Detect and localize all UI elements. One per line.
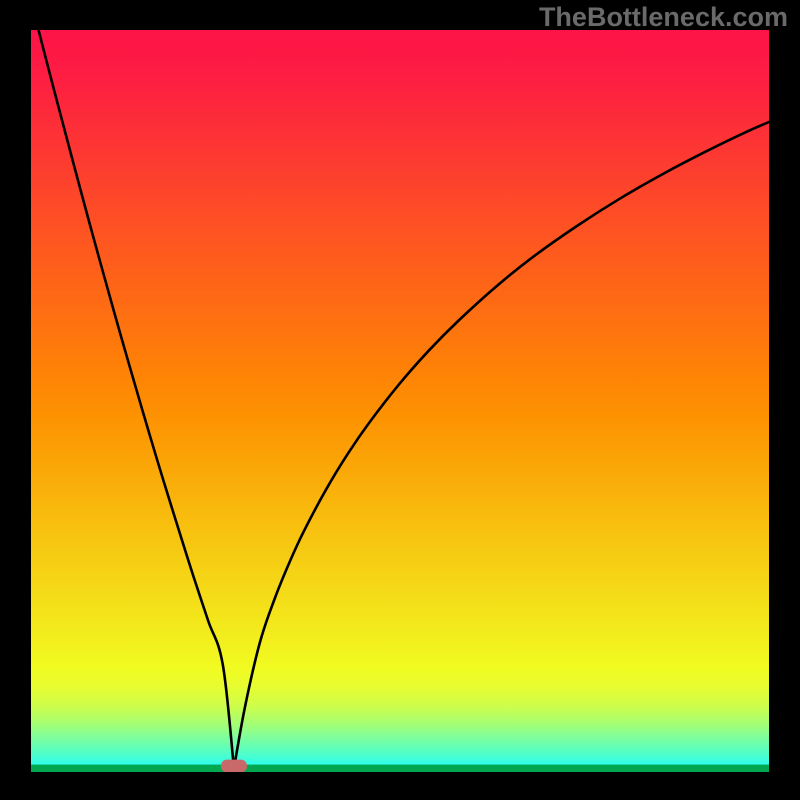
plot-area <box>31 30 769 772</box>
chart-svg <box>31 30 769 772</box>
watermark-text: TheBottleneck.com <box>539 2 788 33</box>
chart-frame: TheBottleneck.com <box>0 0 800 800</box>
